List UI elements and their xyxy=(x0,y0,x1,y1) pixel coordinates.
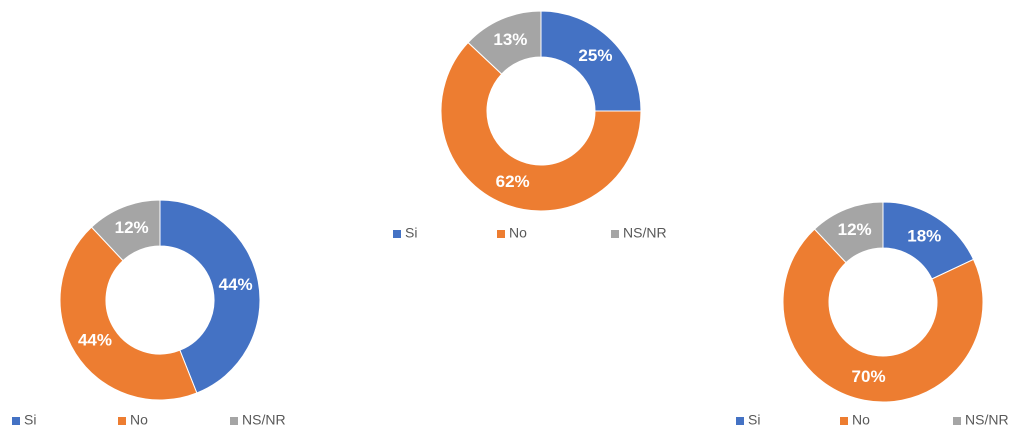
legend-label: NS/NR xyxy=(242,412,286,428)
donut-slice xyxy=(540,10,642,112)
donut-slice xyxy=(59,226,198,401)
donut-slice xyxy=(467,10,542,75)
data-label: 13% xyxy=(493,30,527,49)
data-label: 12% xyxy=(115,218,149,237)
legend-label: Si xyxy=(405,225,417,241)
data-label: 44% xyxy=(78,331,112,350)
legend-swatch xyxy=(12,417,20,425)
legend-swatch xyxy=(118,417,126,425)
legend-swatch xyxy=(840,417,848,425)
data-label: 62% xyxy=(496,172,530,191)
donut-slice xyxy=(813,201,884,264)
legend-label: Si xyxy=(24,412,36,428)
legend-swatch xyxy=(611,230,619,238)
legend-swatch xyxy=(230,417,238,425)
data-label: 12% xyxy=(838,220,872,239)
legend-label: Si xyxy=(748,412,760,428)
legend-label: No xyxy=(509,225,527,241)
donut-slice xyxy=(782,228,984,403)
legend-swatch xyxy=(497,230,505,238)
legend-label: No xyxy=(130,412,148,428)
legend-swatch xyxy=(393,230,401,238)
donut-slice xyxy=(159,199,261,394)
legend-label: NS/NR xyxy=(965,412,1009,428)
donut-slice xyxy=(440,41,642,212)
legend-label: No xyxy=(852,412,870,428)
data-label: 25% xyxy=(578,46,612,65)
legend-label: NS/NR xyxy=(623,225,667,241)
data-label: 18% xyxy=(907,226,941,245)
donut-slice xyxy=(90,199,161,262)
legend-swatch xyxy=(953,417,961,425)
legend-swatch xyxy=(736,417,744,425)
data-label: 70% xyxy=(852,367,886,386)
data-label: 44% xyxy=(219,275,253,294)
